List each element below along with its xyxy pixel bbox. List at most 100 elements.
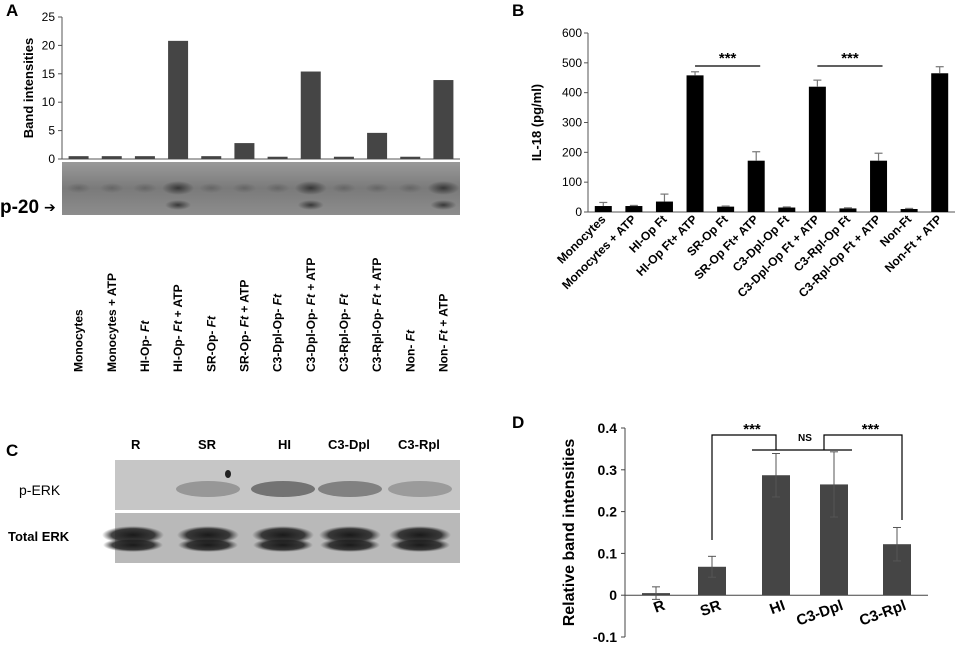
x-category-label-part: Non- <box>436 341 450 372</box>
x-category-label-part: Ft <box>237 315 251 327</box>
x-category-label-part: + ATP <box>237 280 251 316</box>
x-category-label-part: C3-Rpl-Op- <box>337 305 351 372</box>
blot-band <box>430 200 457 210</box>
x-category-label: C3-Dpl <box>794 597 845 630</box>
blot-band <box>103 538 163 552</box>
blot-lane-label: C3-Rpl <box>398 437 440 452</box>
x-category-label-part: + ATP <box>436 294 450 330</box>
x-category-label-part: Ft <box>304 293 318 305</box>
x-category-label-part: C3-Dpl-Op- <box>271 305 285 372</box>
blot-band <box>176 481 240 497</box>
panel-letter-c: C <box>6 441 18 460</box>
bar <box>655 201 673 212</box>
bar <box>300 71 321 159</box>
panel-letter-a: A <box>6 1 18 20</box>
blot-band <box>398 183 423 193</box>
bar <box>900 209 918 212</box>
bar <box>234 143 255 159</box>
x-category-label-part: + ATP <box>304 258 318 294</box>
blot-band <box>294 181 327 195</box>
blot-band <box>331 183 356 193</box>
x-category-label: C3-Dpl-Op- Ft + ATP <box>304 258 318 372</box>
blot-band <box>265 183 290 193</box>
blot-band <box>253 538 313 552</box>
bar <box>870 160 888 212</box>
blot-band <box>165 200 192 210</box>
bar <box>931 73 949 213</box>
x-category-label-part: HI-Op- <box>138 332 152 372</box>
significance-label: *** <box>862 421 880 438</box>
y-tick-label: 20 <box>42 38 56 52</box>
blot-row-label: Total ERK <box>8 529 70 544</box>
x-category-label: C3-Dpl-Op- Ft <box>271 293 285 372</box>
x-category-label-part: Ft <box>403 329 417 341</box>
x-category-label-part: Ft <box>436 329 450 341</box>
x-category-label-part: Non- <box>403 341 417 372</box>
significance-label: *** <box>743 421 761 438</box>
x-category-label-part: Ft <box>271 293 285 305</box>
bar <box>134 156 155 159</box>
blot-band <box>162 181 195 195</box>
y-tick-label: 0.1 <box>598 545 618 561</box>
x-category-label: C3-Rpl-Op- Ft + ATP <box>370 258 384 372</box>
blot-band <box>132 183 157 193</box>
blot-lane-label: SR <box>198 437 217 452</box>
x-category-label: C3-Rpl-Op- Ft <box>337 293 351 372</box>
blot-speck <box>225 470 231 478</box>
bar <box>625 206 643 212</box>
y-axis-label: Band intensities <box>21 38 36 138</box>
bar <box>808 86 826 212</box>
y-tick-label: 10 <box>42 95 56 109</box>
bar <box>101 156 122 159</box>
y-tick-label: 0.2 <box>598 504 618 520</box>
y-tick-label: 600 <box>562 26 582 40</box>
blot-band <box>232 183 257 193</box>
x-category-label-part: Monocytes <box>72 309 86 372</box>
x-category-label: Non- Ft + ATP <box>436 294 450 372</box>
x-category-label: Non- Ft <box>403 329 417 372</box>
bar <box>594 206 612 212</box>
y-tick-label: 0.3 <box>598 462 618 478</box>
x-category-label-part: Monocytes + ATP <box>105 273 119 372</box>
y-tick-label: 15 <box>42 67 56 81</box>
blot-band <box>178 538 238 552</box>
blot-band <box>388 481 452 497</box>
bar <box>433 80 454 159</box>
x-category-label-part: Ft <box>370 293 384 305</box>
y-tick-label: 100 <box>562 175 582 189</box>
panel-letter-b: B <box>512 1 524 20</box>
bar <box>686 75 704 212</box>
significance-label: NS <box>798 433 812 444</box>
bar <box>400 156 421 159</box>
blot-band <box>365 183 390 193</box>
x-category-label-part: Ft <box>171 320 185 332</box>
significance-bracket <box>823 434 903 520</box>
y-tick-label: 400 <box>562 86 582 100</box>
x-category-label: SR-Op- Ft <box>204 315 218 372</box>
y-tick-label: 5 <box>48 124 55 138</box>
blot-lane-label: HI <box>278 437 291 452</box>
panel-c: R SR HI C3-Dpl C3-Rpl p-ERK Total ERK <box>8 437 460 563</box>
blot-band <box>99 183 124 193</box>
x-category-label-part: SR-Op- <box>237 327 251 372</box>
bar <box>747 160 765 212</box>
x-category-label: HI-Op- Ft + ATP <box>171 284 185 372</box>
x-category-label-part: + ATP <box>370 258 384 294</box>
y-tick-label: 200 <box>562 145 582 159</box>
blot-row-label: p-ERK <box>19 482 61 498</box>
panel-d: -0.1 0 0.1 0.2 0.3 0.4 Relative band intensiti… <box>561 420 928 645</box>
x-category-label-part: C3-Dpl-Op- <box>304 305 318 372</box>
blot-label-p20: p-20 <box>0 197 39 218</box>
y-tick-label: 0 <box>609 587 617 603</box>
bar <box>267 156 288 159</box>
x-category-label-part: Ft <box>337 293 351 305</box>
panel-a: 0 5 10 15 20 25 Band intensities p-20 ➔ Monocytes… <box>0 10 460 372</box>
blot-band <box>297 200 324 210</box>
y-tick-label: 0 <box>48 152 55 166</box>
x-category-label-part: Ft <box>204 315 218 327</box>
y-tick-label: 300 <box>562 116 582 130</box>
bar <box>717 206 735 212</box>
y-tick-label: 0 <box>575 205 582 219</box>
